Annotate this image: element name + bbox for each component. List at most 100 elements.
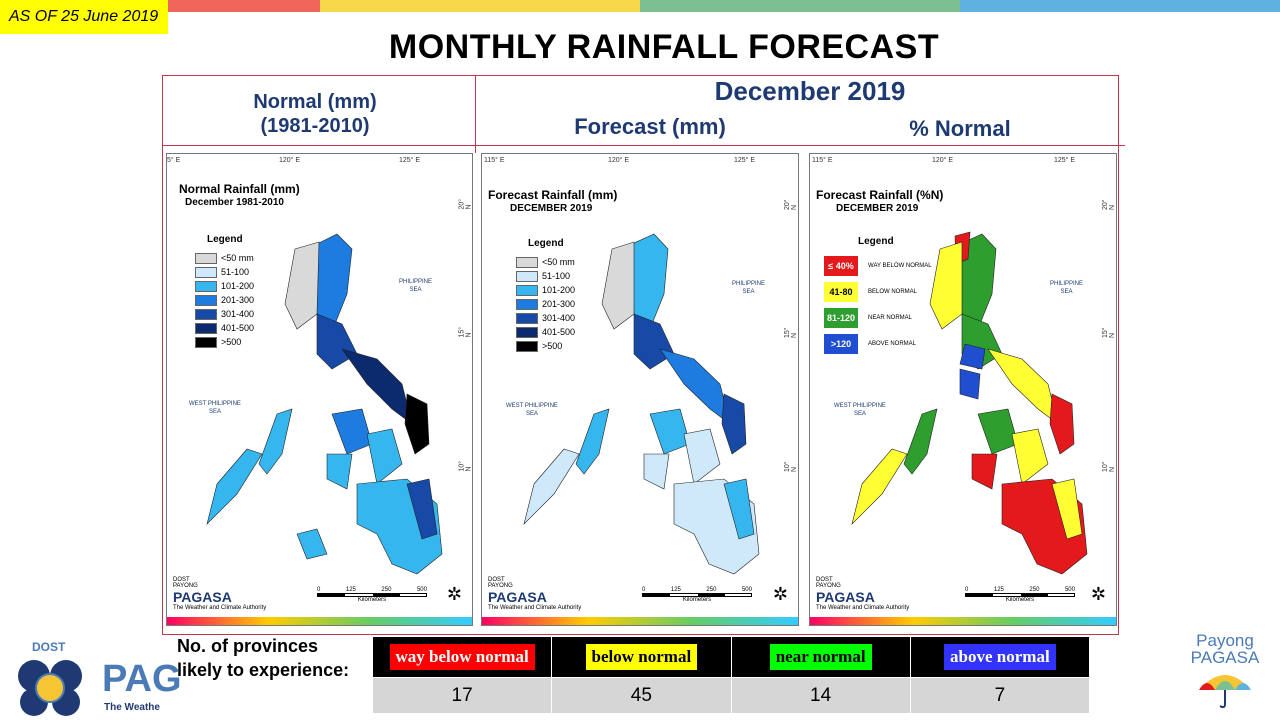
sea-label-line: SEA — [1060, 289, 1073, 295]
count-below-normal: 45 — [552, 677, 732, 713]
scale-tick: 500 — [416, 587, 427, 593]
lat-label-20: 20° N — [1102, 199, 1116, 210]
legend-row: 301-400 — [516, 311, 575, 325]
legend-swatch — [516, 340, 538, 352]
forecast-map-title: Forecast Rainfall (mm) — [488, 188, 618, 202]
legend-row: <50 mm — [195, 251, 254, 265]
legend-row: 51-100 — [195, 265, 254, 279]
percent-header: % Normal — [909, 116, 1011, 141]
scale-bar — [965, 593, 1075, 597]
legend-row: >500 — [516, 339, 575, 353]
sea-label-line: SEA — [409, 287, 422, 293]
category-above-normal: above normal — [944, 644, 1056, 670]
map-logo: DOST PAYONG PAGASA The Weather and Climate … — [173, 577, 266, 611]
legend-row: 101-200 — [516, 283, 575, 297]
scale-tick: 125 — [345, 587, 356, 593]
legend-label: 51-100 — [221, 267, 250, 277]
compass-icon: ✲ — [772, 584, 788, 604]
legend-row: 81-120 NEAR NORMAL — [824, 305, 932, 331]
philippine-sea-label: PHILIPPINE SEA — [1050, 280, 1083, 296]
percent-normal-map-panel: 115° E 120° E 125° E 20° N 15° N 10° N F… — [809, 153, 1117, 626]
legend-row: 301-400 — [195, 307, 254, 321]
philippine-sea-label: PHILIPPINE SEA — [732, 280, 765, 296]
map-logo-dost: DOST — [488, 577, 505, 583]
normal-legend: Legend <50 mm 51-100 101-200 201-300 301… — [195, 234, 254, 349]
provinces-label-text: No. of provinces likely to experience: — [177, 636, 350, 680]
philippine-sea-label: PHILIPPINE SEA — [399, 278, 432, 294]
map-logo-pagasa: PAGASA — [173, 589, 232, 605]
normal-rainfall-map-panel: 5° E 120° E 125° E 20° N 15° N 10° N Nor… — [166, 153, 473, 626]
category-cell: way below normal — [373, 637, 553, 677]
legend-label: >500 — [221, 337, 242, 347]
top-bar-green — [640, 0, 960, 12]
legend-row: 201-300 — [516, 297, 575, 311]
lon-label-115: 5° E — [167, 157, 181, 164]
legend-label: 401-500 — [221, 323, 255, 333]
compass-icon: ✲ — [1090, 584, 1106, 604]
forecast-rainfall-map — [523, 233, 760, 575]
legend-swatch — [195, 280, 217, 292]
logo-dost-text: DOST — [32, 640, 66, 654]
sea-label-line: PHILIPPINE — [399, 279, 433, 285]
lon-label-120: 120° E — [932, 157, 954, 164]
lat-label-20: 20° N — [458, 198, 473, 210]
map-scale: 0 125 250 500 Kilometers — [965, 587, 1075, 603]
pagasa-text: PAGASA — [1190, 648, 1260, 667]
scale-unit: Kilometers — [357, 597, 387, 603]
normal-legend-title: Legend — [207, 234, 243, 245]
scale-tick: 250 — [706, 587, 717, 593]
percent-normal-map — [851, 231, 1088, 575]
header-divider — [475, 75, 476, 153]
scale-tick: 250 — [1029, 587, 1040, 593]
map-scale: 0 125 250 500 Kilometers — [317, 587, 427, 603]
lat-label-15: 15° N — [784, 327, 798, 338]
legend-swatch — [195, 336, 217, 348]
sea-label-line: WEST PHILIPPINE — [506, 403, 558, 409]
west-philippine-sea-label: WEST PHILIPPINE SEA — [189, 400, 241, 416]
count-near-normal: 14 — [731, 677, 911, 713]
sea-label-line: WEST PHILIPPINE — [834, 403, 886, 409]
legend-row: 401-500 — [516, 325, 575, 339]
legend-swatch: 41-80 — [824, 282, 858, 302]
map-logo-pagasa: PAGASA — [488, 589, 547, 605]
legend-label: 101-200 — [542, 285, 576, 295]
sea-label-line: SEA — [742, 289, 755, 295]
forecast-map-subtitle: DECEMBER 2019 — [510, 203, 593, 214]
top-color-bar — [0, 0, 1280, 12]
legend-row: >500 — [195, 335, 254, 349]
legend-label: BELOW NORMAL — [868, 289, 918, 295]
top-bar-blue — [960, 0, 1280, 12]
legend-row: ≤ 40% WAY BELOW NORMAL — [824, 253, 932, 279]
percent-panel-title: Forecast Rainfall (%N) DECEMBER 2019 — [816, 188, 943, 216]
sea-label-line: SEA — [208, 409, 221, 415]
legend-label: ABOVE NORMAL — [868, 341, 917, 347]
legend-swatch — [516, 298, 538, 310]
map-logo-payong: PAYONG — [816, 583, 841, 589]
lat-label-20: 20° N — [784, 199, 798, 210]
scale-tick: 0 — [317, 587, 321, 593]
normal-map-subtitle: December 1981-2010 — [185, 197, 284, 208]
category-header-row: way below normal below normal near norma… — [373, 637, 1090, 677]
map-logo: DOST PAYONG PAGASA The Weather and Climate … — [816, 577, 909, 611]
legend-label: 301-400 — [542, 313, 576, 323]
gradient-strip — [482, 617, 798, 625]
forecast-panel-title: Forecast Rainfall (mm) DECEMBER 2019 — [488, 188, 617, 216]
legend-label: 201-300 — [221, 295, 255, 305]
scale-unit: Kilometers — [682, 597, 712, 603]
logo-pag-text: PAG — [102, 658, 182, 700]
legend-row: <50 mm — [516, 255, 575, 269]
legend-swatch — [195, 266, 217, 278]
legend-swatch: ≤ 40% — [824, 256, 858, 276]
normal-header-line2: (1981-2010) — [260, 115, 370, 137]
legend-label: 101-200 — [221, 281, 255, 291]
legend-label: 301-400 — [221, 309, 255, 319]
category-below-normal: below normal — [585, 644, 698, 670]
legend-label: 51-100 — [542, 271, 571, 281]
forecast-legend-title: Legend — [528, 238, 564, 249]
payong-pagasa-logo: Payong PAGASA — [1175, 632, 1275, 713]
legend-swatch — [195, 308, 217, 320]
count-way-below-normal: 17 — [373, 677, 553, 713]
scale-tick: 125 — [993, 587, 1004, 593]
scale-tick: 500 — [1064, 587, 1075, 593]
gradient-strip — [810, 617, 1116, 625]
